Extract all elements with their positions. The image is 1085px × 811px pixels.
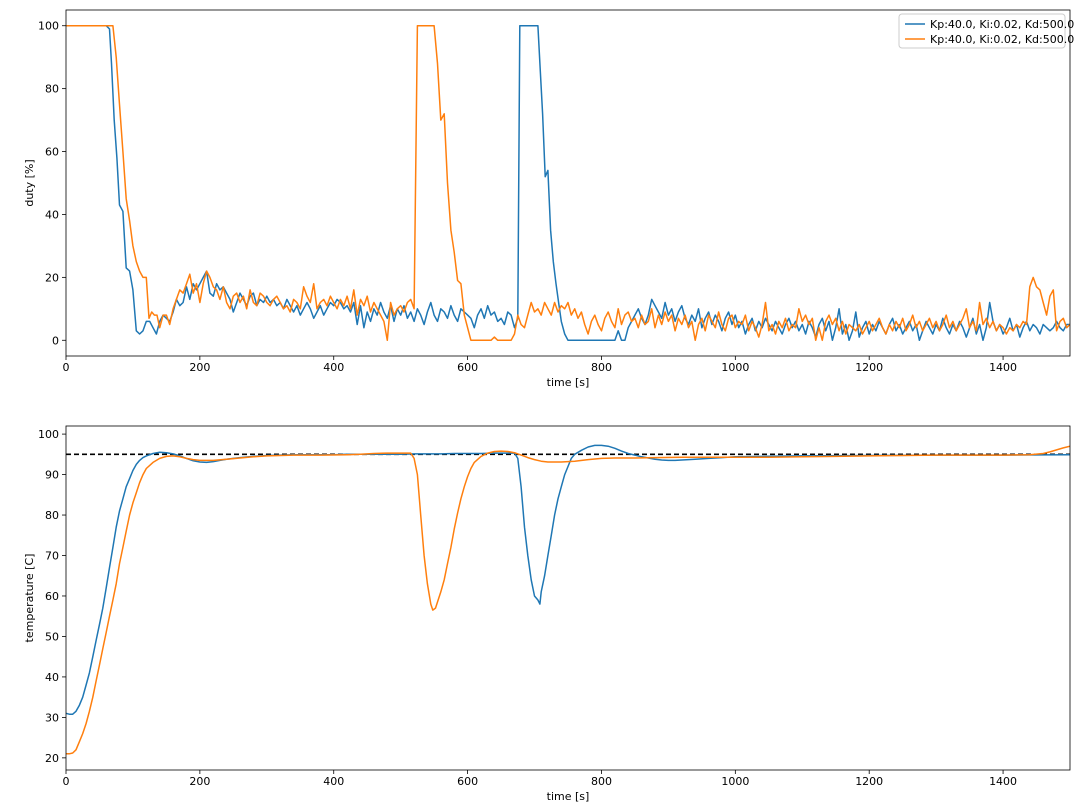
axes-frame [65, 9, 1071, 357]
y-tick-label: 40 [45, 208, 59, 221]
x-tick-label: 1400 [989, 775, 1017, 788]
x-tick-label: 200 [189, 361, 210, 374]
duty-chart-panel: 0 200 400 600 800 1000 1200 1400 0 20 40 60 80 100 tim… [23, 9, 1074, 389]
y-tick-label: 40 [45, 671, 59, 684]
x-tick-label: 1200 [855, 775, 883, 788]
axes-frame [65, 425, 1071, 771]
x-tick-label: 600 [457, 775, 478, 788]
y-axis-label: duty [%] [23, 159, 36, 206]
y-tick-label: 70 [45, 550, 59, 563]
x-tick-label: 0 [63, 361, 70, 374]
x-tick-label: 400 [323, 775, 344, 788]
x-axis-label: time [s] [547, 376, 590, 389]
y-tick-label: 90 [45, 469, 59, 482]
x-tick-label: 1400 [989, 361, 1017, 374]
y-tick-label: 100 [38, 428, 59, 441]
x-tick-label: 800 [591, 775, 612, 788]
y-tick-label: 60 [45, 590, 59, 603]
legend-entry-label: Kp:40.0, Ki:0.02, Kd:500.0 [930, 33, 1074, 46]
x-axis-label: time [s] [547, 790, 590, 803]
y-tick-label: 80 [45, 509, 59, 522]
series-line-2 [66, 445, 1070, 755]
y-tick-label: 30 [45, 711, 59, 724]
x-tick-label: 1000 [721, 361, 749, 374]
legend: Kp:40.0, Ki:0.02, Kd:500.0 Kp:40.0, Ki:0.… [898, 13, 1074, 49]
y-axis-label: temperature [C] [23, 554, 36, 643]
y-tick-label: 80 [45, 83, 59, 96]
x-tick-label: 800 [591, 361, 612, 374]
y-tick-label: 50 [45, 630, 59, 643]
x-tick-label: 200 [189, 775, 210, 788]
y-tick-label: 0 [52, 334, 59, 347]
temperature-chart-panel: 0 200 400 600 800 1000 1200 1400 20 30 40 50 60 70 80 9… [23, 425, 1071, 803]
x-tick-label: 400 [323, 361, 344, 374]
y-tick-label: 20 [45, 752, 59, 765]
legend-entry-label: Kp:40.0, Ki:0.02, Kd:500.0 [930, 18, 1074, 31]
x-tick-label: 600 [457, 361, 478, 374]
series-line-1 [66, 444, 1070, 715]
x-tick-label: 0 [63, 775, 70, 788]
y-tick-label: 60 [45, 146, 59, 159]
y-tick-label: 20 [45, 271, 59, 284]
y-tick-label: 100 [38, 20, 59, 33]
series-line-2 [66, 24, 1070, 342]
x-tick-label: 1000 [721, 775, 749, 788]
series-line-1 [66, 24, 1070, 342]
x-tick-label: 1200 [855, 361, 883, 374]
